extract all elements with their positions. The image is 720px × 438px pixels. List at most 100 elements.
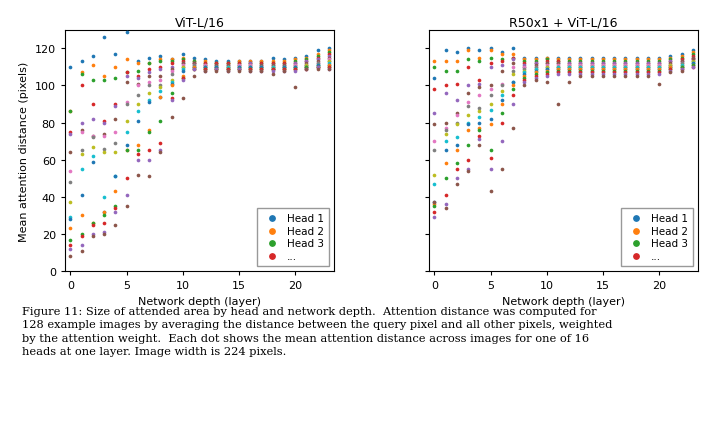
Point: [177, 68, 189, 75]
Point: [586, 64, 598, 71]
Point: [256, 59, 267, 66]
Point: [312, 64, 323, 71]
Point: [99, 131, 110, 138]
Point: [87, 222, 99, 229]
Point: [323, 48, 335, 55]
Title: R50x1 + ViT-L/16: R50x1 + ViT-L/16: [509, 17, 618, 29]
Point: [653, 72, 665, 79]
Point: [620, 62, 631, 69]
Point: [256, 68, 267, 75]
Point: [211, 64, 222, 71]
Point: [631, 62, 642, 69]
Point: [552, 62, 564, 69]
Point: [665, 62, 676, 69]
Point: [323, 53, 335, 60]
Point: [65, 214, 76, 221]
Point: [166, 77, 177, 84]
Point: [518, 72, 530, 79]
Point: [496, 101, 508, 108]
Point: [518, 66, 530, 73]
Point: [233, 64, 245, 71]
Point: [155, 85, 166, 92]
Point: [323, 55, 335, 62]
Point: [256, 62, 267, 69]
Point: [440, 175, 451, 182]
Point: [256, 66, 267, 73]
Point: [244, 62, 256, 69]
Point: [462, 166, 474, 173]
Point: [462, 103, 474, 110]
Point: [267, 64, 279, 71]
Point: [642, 64, 654, 71]
Point: [143, 60, 155, 67]
Point: [87, 159, 99, 166]
Point: [87, 101, 99, 108]
Point: [676, 60, 688, 67]
Point: [462, 57, 474, 64]
Point: [485, 46, 496, 53]
Point: [575, 70, 586, 77]
Point: [676, 59, 688, 66]
Point: [620, 72, 631, 79]
Point: [278, 64, 289, 71]
Point: [620, 60, 631, 67]
Point: [687, 64, 698, 71]
Point: [608, 62, 620, 69]
Point: [496, 59, 508, 66]
Point: [586, 60, 598, 67]
Point: [485, 155, 496, 162]
Point: [300, 66, 312, 73]
Point: [312, 64, 323, 71]
Point: [312, 62, 323, 69]
Point: [177, 57, 189, 64]
Point: [608, 72, 620, 79]
Point: [508, 101, 519, 108]
Point: [76, 83, 87, 90]
Point: [312, 62, 323, 69]
Point: [440, 192, 451, 199]
Point: [575, 62, 586, 69]
Point: [597, 57, 608, 64]
Point: [76, 231, 87, 238]
Point: [65, 216, 76, 223]
Point: [428, 138, 440, 145]
Point: [312, 66, 323, 73]
Point: [155, 66, 166, 73]
Point: [440, 120, 451, 127]
Point: [530, 68, 541, 75]
Point: [586, 62, 598, 69]
Point: [485, 92, 496, 99]
Point: [496, 81, 508, 88]
Point: [166, 68, 177, 75]
Point: [676, 60, 688, 67]
Point: [642, 60, 654, 67]
Point: [518, 74, 530, 81]
Point: [256, 64, 267, 71]
Text: Figure 11: Size of attended area by head and network depth.  Attention distance : Figure 11: Size of attended area by head…: [22, 307, 612, 356]
Point: [530, 55, 541, 62]
Point: [496, 138, 508, 145]
Point: [222, 68, 233, 75]
Point: [474, 59, 485, 66]
Point: [564, 62, 575, 69]
Point: [121, 129, 132, 136]
Point: [620, 64, 631, 71]
Point: [289, 62, 301, 69]
Point: [687, 60, 698, 67]
Point: [620, 59, 631, 66]
Point: [166, 81, 177, 88]
Point: [642, 64, 654, 71]
Point: [508, 86, 519, 93]
Point: [109, 101, 121, 108]
Point: [597, 59, 608, 66]
Point: [541, 79, 552, 86]
Point: [485, 188, 496, 195]
Point: [233, 64, 245, 71]
Point: [244, 64, 256, 71]
Point: [312, 62, 323, 69]
Point: [631, 57, 642, 64]
Point: [676, 62, 688, 69]
Point: [109, 205, 121, 212]
Point: [586, 55, 598, 62]
Point: [428, 75, 440, 82]
